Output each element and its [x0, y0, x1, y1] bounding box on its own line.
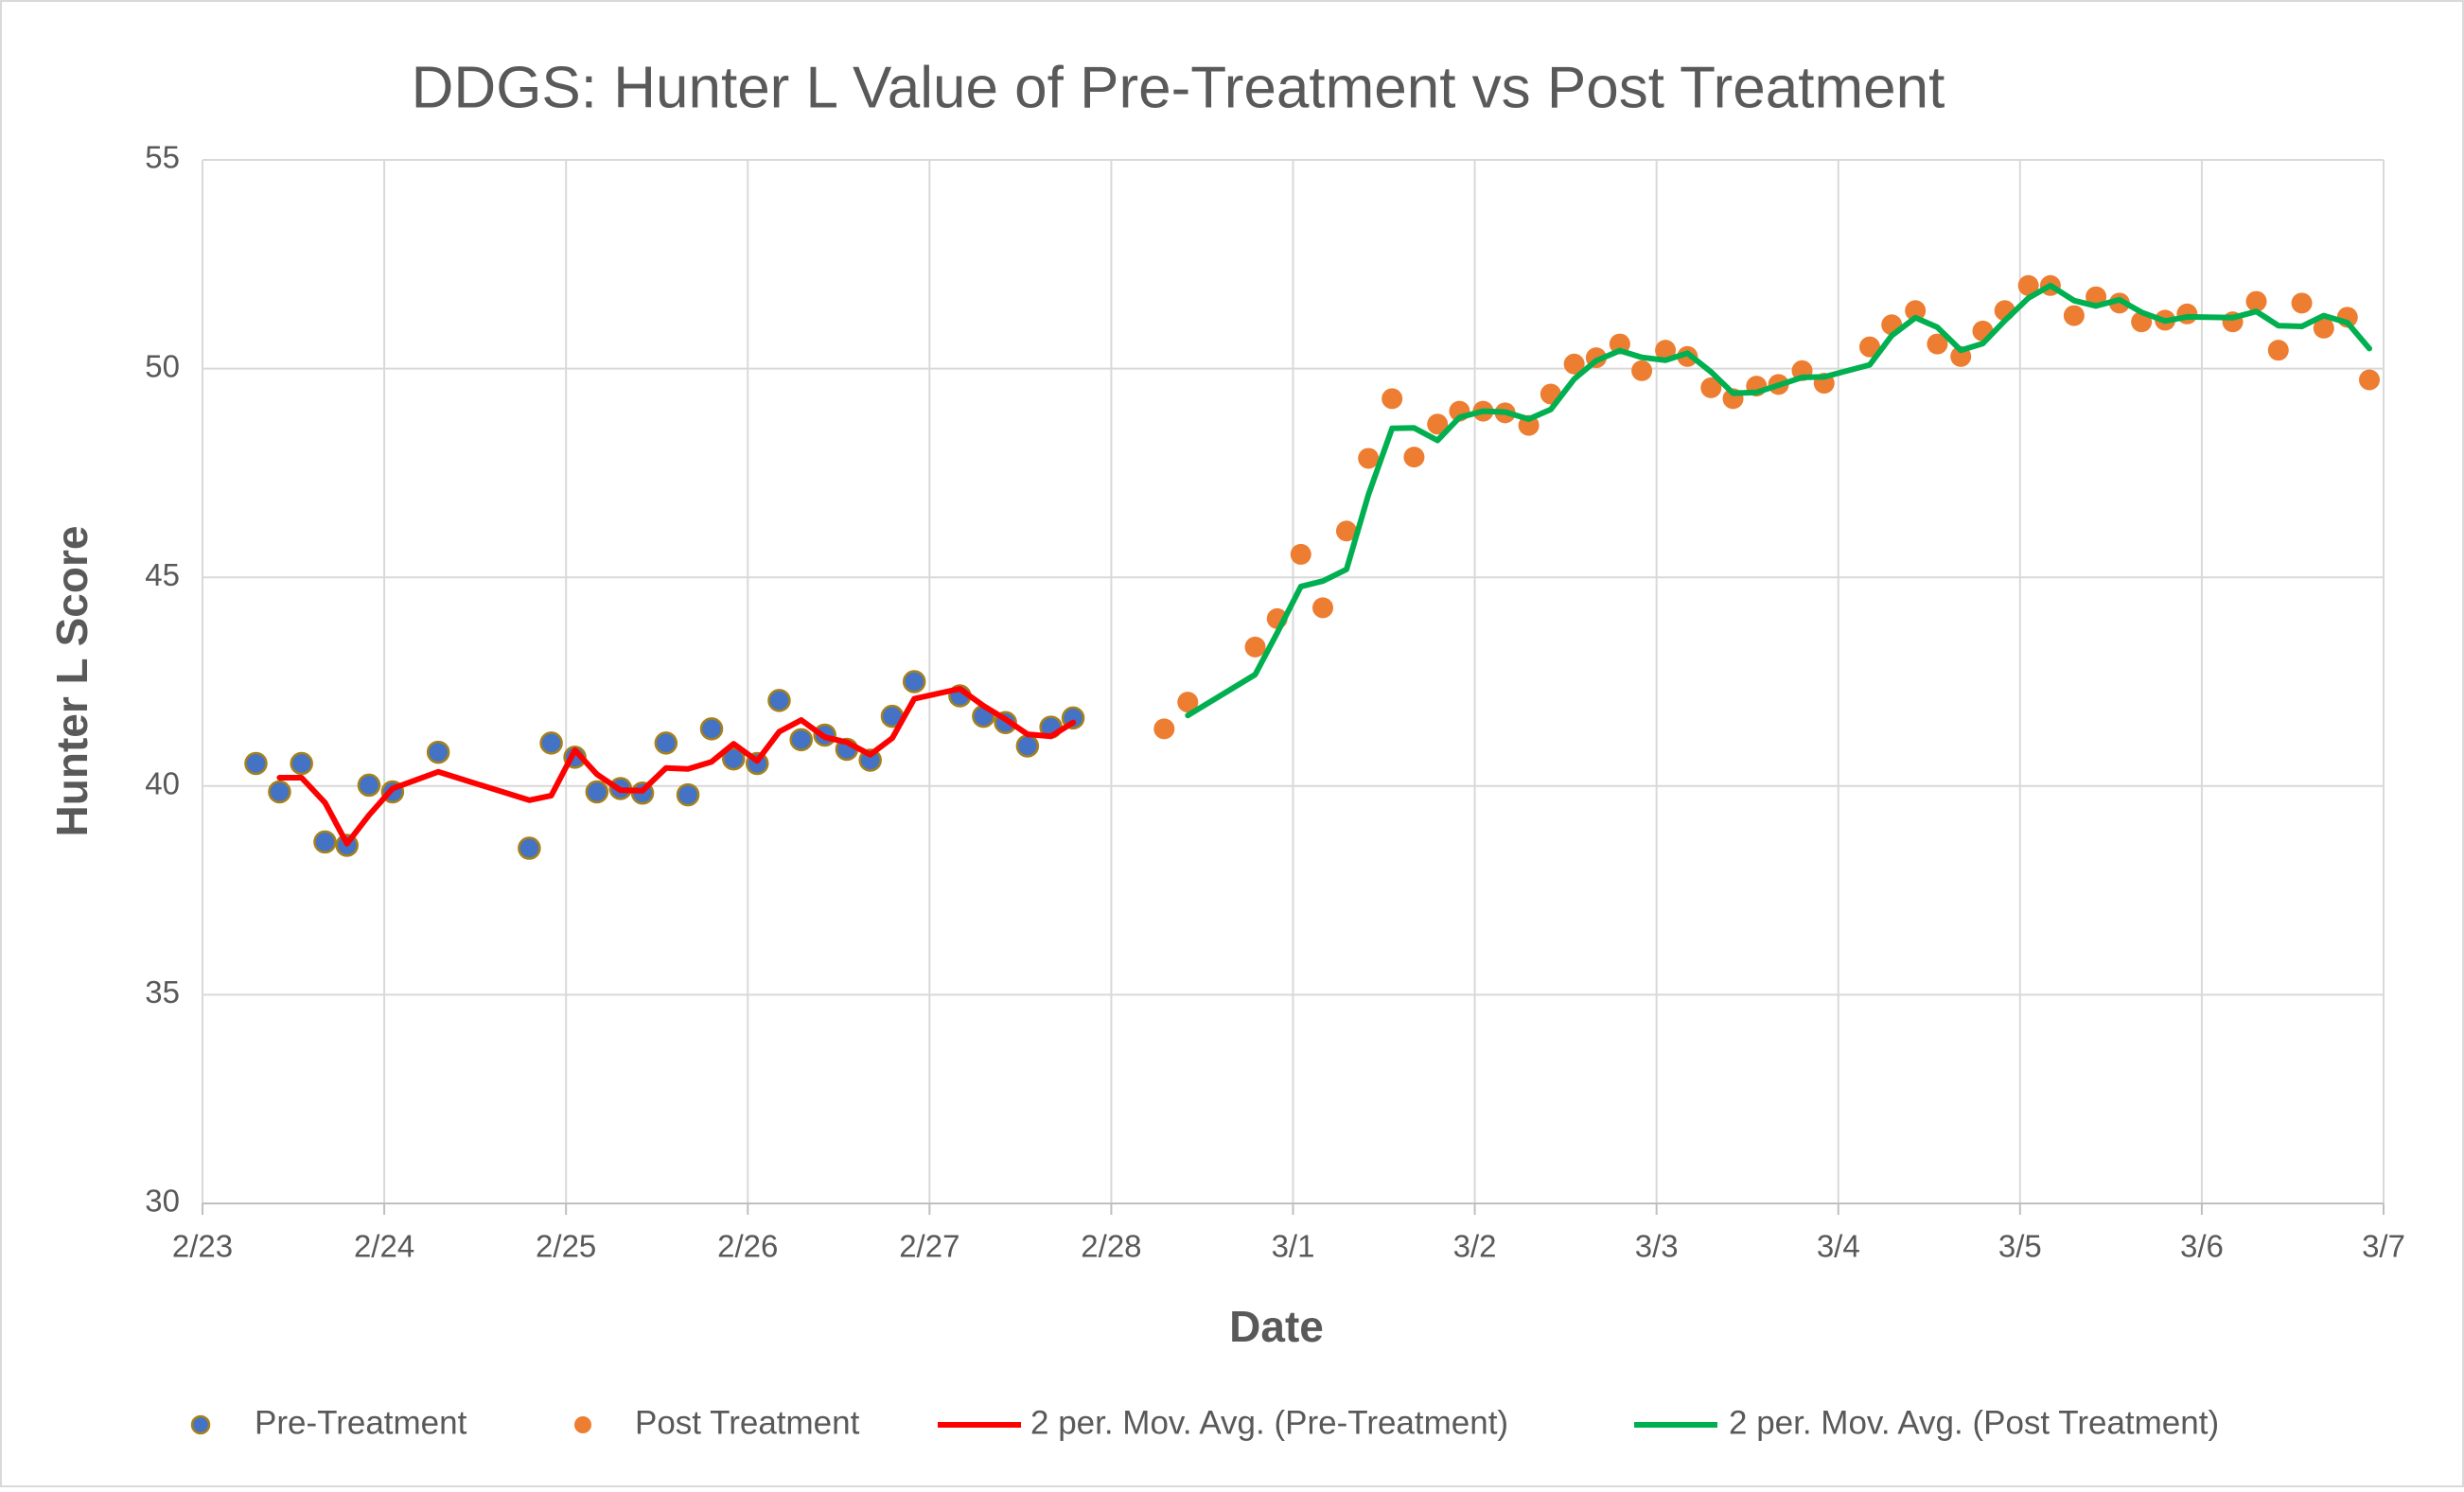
- data-point: [2291, 292, 2313, 314]
- y-tick-label: 35: [145, 974, 180, 1009]
- data-point: [902, 670, 926, 693]
- y-tick-label: 40: [145, 766, 180, 801]
- data-point: [244, 751, 268, 776]
- x-tick-label: 3/3: [1635, 1229, 1679, 1264]
- data-point: [676, 782, 700, 807]
- y-tick-label: 55: [145, 140, 180, 175]
- x-tick-label: 3/4: [1817, 1229, 1860, 1264]
- legend-label: Pre-Treatment: [255, 1404, 467, 1441]
- data-point: [313, 830, 337, 854]
- data-point: [1382, 388, 1403, 410]
- x-tick-label: 3/5: [1998, 1229, 2042, 1264]
- data-point: [539, 731, 563, 755]
- data-point: [699, 717, 724, 741]
- data-point: [722, 746, 746, 771]
- legend-marker: [190, 1414, 211, 1435]
- x-tick-label: 3/2: [1453, 1229, 1497, 1264]
- data-point: [1655, 340, 1677, 361]
- data-point: [290, 751, 313, 776]
- data-point: [2267, 340, 2289, 361]
- x-tick-label: 3/1: [1272, 1229, 1315, 1264]
- data-point: [268, 780, 291, 804]
- legend-marker: [574, 1416, 591, 1433]
- x-tick-label: 3/7: [2362, 1229, 2405, 1264]
- data-point: [2063, 305, 2085, 326]
- data-point: [1563, 353, 1585, 375]
- x-tick-label: 2/23: [172, 1229, 233, 1264]
- legend-label: Post Treatment: [635, 1404, 860, 1441]
- data-point: [1358, 448, 1380, 469]
- data-point: [1427, 413, 1449, 435]
- data-point: [2176, 303, 2198, 325]
- data-point: [2108, 292, 2130, 314]
- x-tick-label: 2/27: [899, 1229, 959, 1264]
- data-point: [585, 780, 609, 804]
- data-point: [2313, 317, 2334, 339]
- data-point: [2245, 290, 2267, 312]
- moving-average-line: [1185, 282, 2372, 719]
- x-tick-label: 2/24: [354, 1229, 414, 1264]
- data-point: [357, 773, 381, 798]
- moving-average-line: [276, 686, 1077, 847]
- data-point: [1015, 734, 1040, 758]
- y-tick-label: 50: [145, 348, 180, 383]
- data-point: [1609, 333, 1630, 355]
- data-point: [1244, 636, 1266, 658]
- x-tick-label: 2/25: [536, 1229, 596, 1264]
- y-axis-title: Hunter L Score: [47, 526, 97, 837]
- data-point: [1858, 336, 1880, 358]
- data-point: [789, 728, 813, 752]
- data-point: [2359, 369, 2381, 391]
- data-point: [2017, 274, 2039, 296]
- data-point: [1700, 377, 1722, 398]
- data-point: [1631, 360, 1653, 381]
- data-point: [426, 740, 450, 764]
- data-point: [1905, 300, 1927, 322]
- chart-title: DDGS: Hunter L Value of Pre-Treatment vs…: [412, 55, 1945, 120]
- data-point: [1312, 597, 1334, 619]
- data-point: [1290, 543, 1311, 565]
- data-point: [518, 836, 541, 860]
- data-point: [654, 731, 678, 755]
- x-tick-label: 2/26: [717, 1229, 778, 1264]
- data-point: [1177, 692, 1199, 713]
- legend-label: 2 per. Mov. Avg. (Pre-Treatment): [1030, 1404, 1508, 1441]
- data-point: [1153, 718, 1175, 740]
- data-point: [1927, 333, 1948, 355]
- data-point: [1403, 447, 1425, 468]
- y-tick-label: 30: [145, 1184, 180, 1219]
- x-tick-label: 3/6: [2180, 1229, 2224, 1264]
- data-point: [1335, 520, 1357, 542]
- y-tick-label: 45: [145, 557, 180, 592]
- data-point: [767, 689, 791, 712]
- x-tick-label: 2/28: [1081, 1229, 1141, 1264]
- legend-label: 2 per. Mov. Avg. (Post Treatment): [1729, 1404, 2219, 1441]
- x-axis-title: Date: [1229, 1302, 1324, 1351]
